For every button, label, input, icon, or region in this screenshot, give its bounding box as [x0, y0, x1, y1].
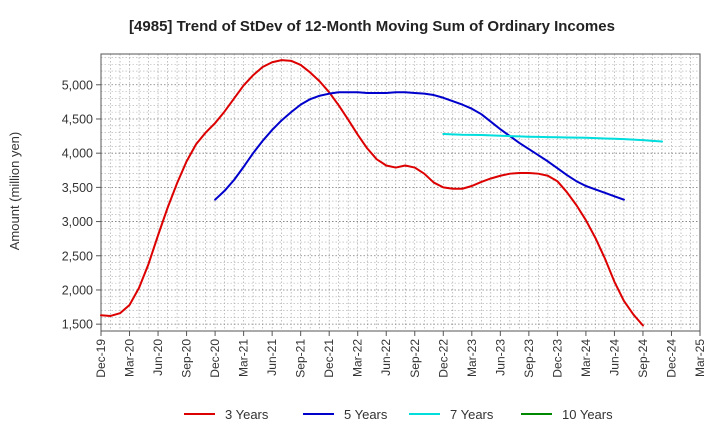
y-tick-label: 4,500: [62, 112, 93, 126]
x-tick-label: Dec-21: [322, 339, 336, 378]
y-tick-label: 2,500: [62, 249, 93, 263]
y-axis: 1,500 2,000 2,500 3,000 3,500 4,000 4,500 5,000: [62, 78, 101, 332]
legend-label: 5 Years: [344, 407, 388, 422]
grid: [101, 54, 700, 332]
x-tick-label: Sep-23: [522, 339, 536, 378]
series-line-5-years: [214, 91, 625, 201]
y-tick-label: 1,500: [62, 318, 93, 332]
x-tick-label: Jun-23: [493, 339, 507, 376]
legend-label: 3 Years: [225, 407, 269, 422]
y-axis-label: Amount (million yen): [7, 132, 22, 251]
plot-area: [100, 53, 701, 332]
x-tick-label: Sep-21: [294, 339, 308, 378]
y-tick-label: 2,000: [62, 283, 93, 297]
x-tick-label: Jun-21: [265, 339, 279, 376]
x-tick-label: Jun-24: [607, 339, 621, 376]
x-tick-label: Dec-19: [94, 339, 108, 378]
legend-label: 10 Years: [562, 407, 613, 422]
x-tick-label: Dec-23: [550, 339, 564, 378]
x-tick-label: Dec-24: [664, 339, 678, 378]
x-tick-label: Sep-20: [180, 339, 194, 378]
series-line-3-years: [100, 59, 644, 327]
x-tick-label: Jun-22: [379, 339, 393, 376]
y-tick-label: 5,000: [62, 78, 93, 92]
x-tick-label: Mar-22: [351, 339, 365, 377]
x-tick-label: Mar-21: [237, 339, 251, 377]
x-tick-label: Dec-20: [208, 339, 222, 378]
x-tick-label: Mar-20: [123, 339, 137, 377]
y-tick-label: 3,500: [62, 181, 93, 195]
x-tick-label: Mar-23: [465, 339, 479, 377]
x-tick-label: Sep-22: [408, 339, 422, 378]
x-tick-label: Sep-24: [636, 339, 650, 378]
series-lines: [100, 59, 663, 327]
legend-label: 7 Years: [450, 407, 494, 422]
x-axis: Dec-19 Mar-20 Jun-20 Sep-20 Dec-20 Mar-21 Jun-…: [94, 331, 707, 378]
x-tick-label: Dec-22: [436, 339, 450, 378]
x-tick-label: Mar-25: [693, 339, 707, 377]
y-tick-label: 3,000: [62, 215, 93, 229]
x-tick-label: Mar-24: [579, 339, 593, 377]
series-line-7-years: [442, 133, 663, 143]
legend: 3 Years 5 Years 7 Years 10 Years: [184, 407, 613, 422]
y-tick-label: 4,000: [62, 147, 93, 161]
chart-title: [4985] Trend of StDev of 12-Month Moving…: [129, 18, 615, 35]
x-tick-label: Jun-20: [151, 339, 165, 376]
